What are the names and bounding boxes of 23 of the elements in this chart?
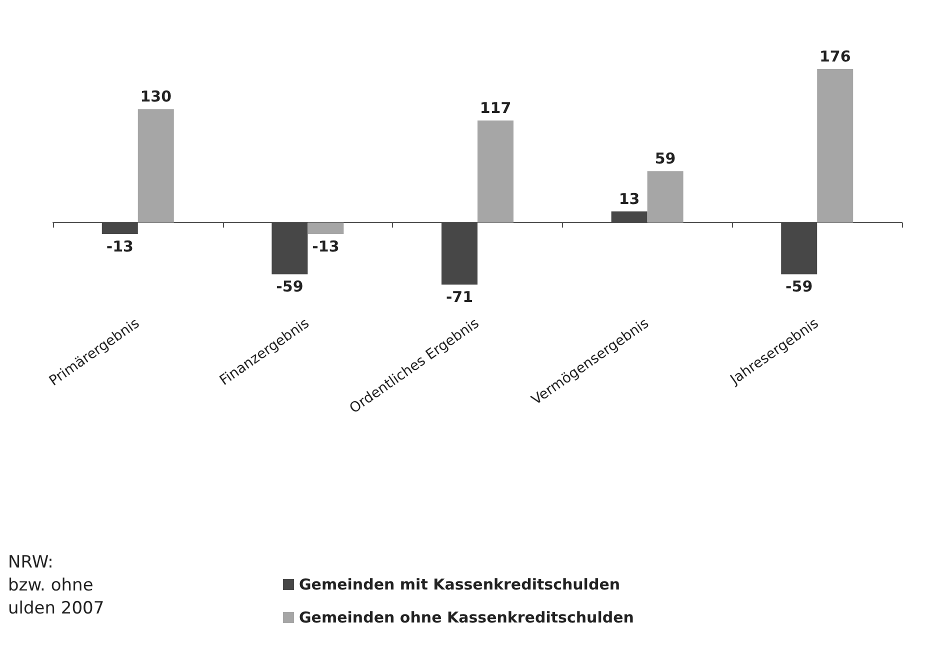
bar (781, 222, 818, 274)
data-label: 117 (480, 98, 512, 117)
legend-label: Gemeinden ohne Kassenkreditschulden (299, 608, 634, 626)
data-label: -13 (106, 238, 134, 256)
bar (647, 171, 684, 223)
data-label: 13 (618, 190, 640, 208)
data-label: -71 (446, 288, 474, 306)
bar (478, 120, 514, 223)
data-label: -59 (786, 278, 813, 296)
data-label: -59 (276, 278, 304, 296)
bar (308, 222, 344, 234)
bar (817, 68, 854, 223)
data-label: 130 (140, 88, 172, 106)
bar (442, 222, 478, 285)
legend-label: Gemeinden mit Kassenkreditschulden (299, 576, 620, 594)
bar (138, 109, 174, 223)
bar (272, 222, 308, 274)
data-label: 59 (654, 150, 676, 168)
bar (102, 222, 138, 234)
data-label: 176 (819, 47, 851, 66)
text: NRW: bzw. ohne ulden 2007 (8, 552, 104, 618)
data-label: -13 (312, 238, 340, 256)
bar (611, 211, 648, 223)
